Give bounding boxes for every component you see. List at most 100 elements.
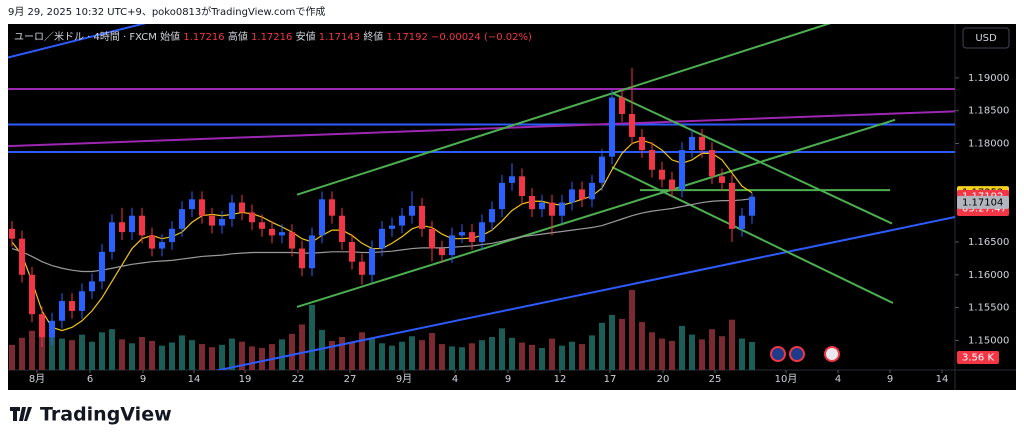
candle-body xyxy=(89,281,95,292)
candle-body xyxy=(459,232,465,236)
volume-bar xyxy=(419,340,425,370)
x-tick-label: 9 xyxy=(140,374,146,385)
candle-body xyxy=(319,199,325,236)
candle-body xyxy=(139,215,145,236)
volume-bar xyxy=(349,342,355,370)
volume-bar xyxy=(69,340,75,370)
volume-bar xyxy=(499,328,505,370)
candle-body xyxy=(749,196,755,216)
volume-bar xyxy=(359,332,365,370)
candle-body xyxy=(149,235,155,249)
volume-bar xyxy=(549,338,555,370)
candle-body xyxy=(579,189,585,200)
volume-bar xyxy=(9,344,15,370)
ohlc-label: 安値 xyxy=(296,30,316,43)
candle-body xyxy=(539,202,545,210)
volume-label-bg xyxy=(957,351,999,364)
x-tick-label: 12 xyxy=(554,374,567,385)
volume-bar xyxy=(569,341,575,370)
candle-body xyxy=(159,241,165,249)
volume-bar xyxy=(279,339,285,370)
candle-body xyxy=(259,222,265,229)
x-tick-label: 27 xyxy=(344,374,357,385)
volume-bar xyxy=(59,338,65,370)
candle-body xyxy=(549,202,555,216)
candle-body xyxy=(439,248,445,256)
candle-body xyxy=(189,199,195,210)
candle-body xyxy=(719,176,725,183)
chart-bg xyxy=(8,24,1016,390)
candle-body xyxy=(289,232,295,249)
candle-body xyxy=(689,136,695,151)
volume-bar xyxy=(449,346,455,370)
currency-button[interactable] xyxy=(962,27,1010,49)
candle-body xyxy=(199,199,205,216)
volume-bar xyxy=(509,337,515,370)
x-tick-label: 4 xyxy=(452,374,458,385)
volume-bar xyxy=(649,332,655,370)
x-tick-label: 19 xyxy=(239,374,252,385)
candle-body xyxy=(349,241,355,262)
volume-bar xyxy=(369,338,375,370)
currency: USD xyxy=(975,33,997,44)
volume-bar xyxy=(709,329,715,370)
candle-body xyxy=(589,182,595,200)
candle-body xyxy=(169,228,175,242)
volume-bar xyxy=(229,338,235,370)
candle-body xyxy=(329,199,335,216)
trend-line xyxy=(214,216,955,370)
volume-bar xyxy=(689,334,695,370)
x-tick-label: 17 xyxy=(604,374,617,385)
volume-bar xyxy=(109,329,115,370)
candle-body xyxy=(729,182,735,229)
brand: TradingView xyxy=(40,404,172,426)
volume-bar xyxy=(119,339,125,370)
candle-body xyxy=(499,182,505,210)
candle-body xyxy=(639,136,645,151)
volume-bar xyxy=(259,348,265,370)
volume-bar xyxy=(629,289,635,370)
candle-body xyxy=(359,261,365,275)
ohlc-label: 高値 xyxy=(228,30,248,43)
volume-bar xyxy=(19,337,25,370)
volume-bar xyxy=(189,340,195,370)
volume-bar xyxy=(199,344,205,370)
candle-body xyxy=(519,176,525,197)
y-tick-label: 1.18500 xyxy=(968,106,1009,117)
y-tick-label: 1.18000 xyxy=(968,138,1009,149)
volume-bar xyxy=(489,337,495,370)
legend: ユーロ／米ドル · 4時間 · FXCM 始値 1.17216 高値 1.172… xyxy=(14,30,532,43)
volume-bar xyxy=(619,318,625,370)
candle-body xyxy=(709,150,715,177)
x-tick-label: 9月 xyxy=(396,373,412,385)
x-tick-label: 9 xyxy=(887,374,893,385)
change: −0.00024 xyxy=(431,32,481,43)
countdown: 03:27:47 xyxy=(962,204,1007,215)
change-pct: (−0.02%) xyxy=(484,32,532,43)
volume-bar xyxy=(519,342,525,370)
legend-text: ユーロ／米ドル · 4時間 · FXCM 始値 1.17216 高値 1.172… xyxy=(14,30,532,43)
volume-bar xyxy=(639,322,645,370)
header: 9月 29, 2025 10:32 UTC+9、poko0813がTrading… xyxy=(8,5,325,18)
volume-bar xyxy=(539,348,545,370)
candle-body xyxy=(449,235,455,256)
volume-bar xyxy=(139,337,145,370)
volume-bar xyxy=(309,304,315,370)
trend-line xyxy=(8,24,147,59)
ohlc-label: 始値 xyxy=(160,30,180,43)
volume-bar xyxy=(249,346,255,370)
ohlc-value: 1.17216 xyxy=(251,32,292,43)
candle-body xyxy=(299,248,305,269)
volume-bar xyxy=(209,347,215,370)
candle-body xyxy=(119,222,125,233)
candle-body xyxy=(29,274,35,315)
candle-body xyxy=(479,222,485,242)
candle-body xyxy=(249,212,255,223)
y-tick-label: 1.16500 xyxy=(968,237,1009,248)
volume-bar xyxy=(669,340,675,370)
x-tick-label: 9 xyxy=(505,374,511,385)
volume-bar xyxy=(699,339,705,370)
candle-body xyxy=(99,251,105,282)
volume-bar xyxy=(269,344,275,370)
candle-body xyxy=(309,235,315,269)
